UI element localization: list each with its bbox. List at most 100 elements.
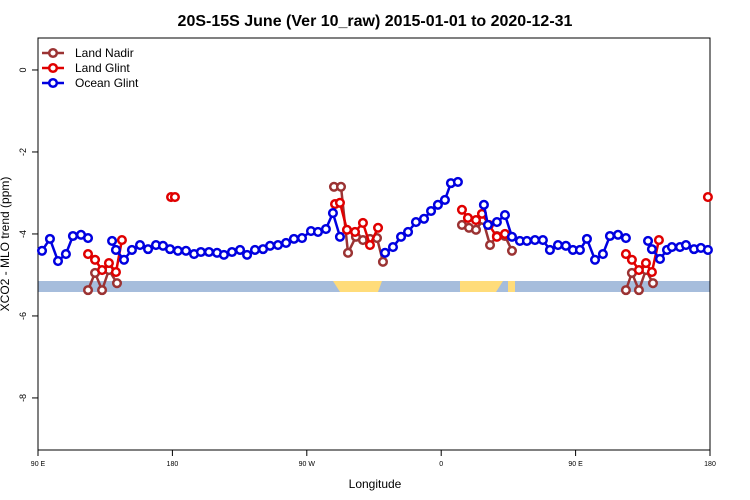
point-marker bbox=[226, 246, 238, 258]
point-marker bbox=[491, 231, 502, 242]
point-marker bbox=[506, 231, 518, 242]
series bbox=[82, 192, 713, 278]
point-marker bbox=[387, 242, 399, 253]
point-marker bbox=[482, 219, 493, 230]
legend-label: Ocean Glint bbox=[75, 76, 139, 90]
point-marker bbox=[164, 244, 176, 255]
point-marker bbox=[357, 217, 368, 228]
point-marker bbox=[653, 235, 664, 246]
point-marker bbox=[280, 237, 292, 249]
x-tick-label: 0 bbox=[439, 461, 443, 468]
point-marker bbox=[452, 176, 463, 187]
point-marker bbox=[642, 235, 654, 246]
point-marker bbox=[456, 204, 468, 215]
point-marker bbox=[60, 248, 71, 260]
point-marker bbox=[680, 239, 692, 251]
point-marker bbox=[126, 244, 137, 255]
point-marker bbox=[296, 233, 308, 244]
point-marker bbox=[418, 213, 430, 224]
point-marker bbox=[111, 278, 123, 289]
point-marker bbox=[97, 264, 108, 276]
point-marker bbox=[334, 231, 346, 242]
point-marker bbox=[380, 247, 391, 258]
point-marker bbox=[506, 245, 518, 256]
point-marker bbox=[169, 192, 180, 203]
point-marker bbox=[107, 235, 118, 246]
land-ocean-strip bbox=[38, 281, 710, 292]
point-marker bbox=[82, 248, 94, 260]
point-marker bbox=[97, 285, 108, 296]
point-marker bbox=[218, 249, 229, 260]
point-marker bbox=[529, 235, 541, 246]
point-marker bbox=[288, 233, 300, 244]
point-marker bbox=[702, 244, 713, 255]
point-marker bbox=[272, 239, 284, 251]
x-tick-label: 180 bbox=[167, 461, 179, 468]
point-marker bbox=[462, 212, 473, 224]
point-marker bbox=[589, 254, 601, 265]
point-marker bbox=[491, 217, 502, 228]
point-marker bbox=[666, 242, 677, 253]
point-marker bbox=[265, 240, 276, 251]
plot-frame bbox=[37, 37, 711, 451]
point-marker bbox=[552, 239, 564, 251]
point-marker bbox=[342, 247, 354, 258]
series bbox=[36, 176, 713, 267]
x-tick-label: 180 bbox=[704, 461, 716, 468]
y-axis-label: XCO2 - MLO trend (ppm) bbox=[0, 177, 12, 312]
point-marker bbox=[44, 233, 55, 244]
point-marker bbox=[702, 192, 713, 203]
point-marker bbox=[478, 199, 489, 210]
point-marker bbox=[432, 199, 443, 210]
point-marker bbox=[320, 223, 331, 235]
point-marker bbox=[620, 233, 631, 244]
point-marker bbox=[341, 224, 353, 235]
point-marker bbox=[521, 235, 532, 246]
point-marker bbox=[143, 244, 154, 255]
point-marker bbox=[620, 285, 631, 296]
legend-marker bbox=[47, 77, 59, 89]
point-marker bbox=[402, 226, 414, 237]
x-tick-label: 90 E bbox=[31, 461, 46, 468]
y-tick-label: -4 bbox=[18, 230, 28, 238]
point-marker bbox=[82, 285, 94, 296]
point-marker bbox=[646, 267, 657, 278]
point-marker bbox=[633, 285, 644, 296]
point-marker bbox=[626, 254, 637, 265]
point-marker bbox=[89, 254, 101, 265]
point-marker bbox=[67, 230, 78, 242]
point-marker bbox=[334, 197, 346, 208]
point-marker bbox=[349, 226, 361, 237]
point-marker bbox=[646, 244, 657, 255]
point-marker bbox=[633, 264, 644, 276]
point-marker bbox=[604, 230, 615, 242]
point-marker bbox=[82, 233, 94, 244]
point-marker bbox=[335, 181, 347, 192]
point-marker bbox=[180, 245, 192, 256]
x-tick-label: 90 E bbox=[568, 461, 583, 468]
point-marker bbox=[134, 239, 146, 251]
point-marker bbox=[110, 267, 122, 278]
point-marker bbox=[654, 253, 666, 265]
point-marker bbox=[103, 258, 114, 269]
x-axis-label: Longitude bbox=[349, 477, 402, 491]
point-marker bbox=[560, 240, 571, 251]
y-tick-label: 0 bbox=[18, 67, 28, 72]
point-marker bbox=[36, 245, 48, 256]
point-marker bbox=[364, 239, 376, 251]
point-marker bbox=[620, 248, 631, 260]
point-marker bbox=[425, 205, 437, 217]
point-marker bbox=[439, 194, 450, 205]
y-tick-label: -6 bbox=[18, 312, 28, 320]
point-marker bbox=[110, 244, 122, 255]
point-marker bbox=[597, 248, 608, 260]
point-marker bbox=[249, 244, 261, 255]
legend-label: Land Nadir bbox=[75, 46, 134, 60]
point-marker bbox=[327, 207, 338, 219]
point-marker bbox=[581, 233, 592, 244]
point-marker bbox=[372, 222, 384, 233]
point-marker bbox=[377, 256, 389, 267]
point-marker bbox=[499, 210, 511, 221]
point-marker bbox=[52, 255, 64, 267]
